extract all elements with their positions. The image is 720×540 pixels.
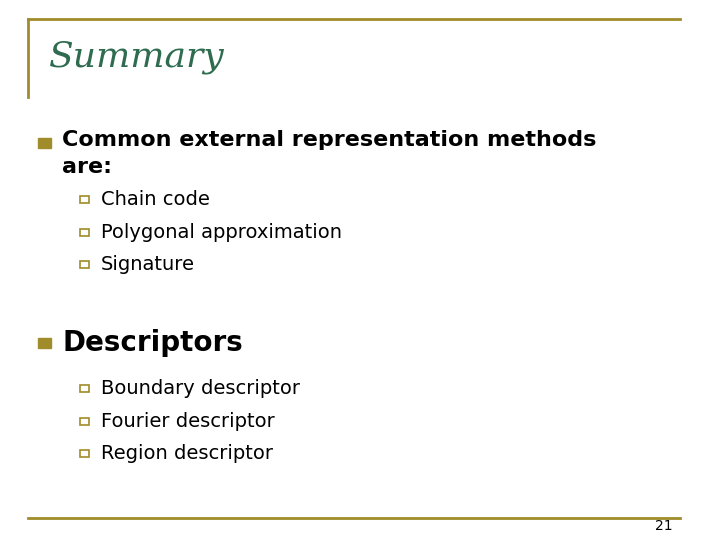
FancyBboxPatch shape xyxy=(80,386,89,392)
FancyBboxPatch shape xyxy=(80,196,89,203)
FancyBboxPatch shape xyxy=(80,228,89,235)
Text: are:: are: xyxy=(63,157,112,178)
FancyBboxPatch shape xyxy=(80,418,89,424)
Text: Polygonal approximation: Polygonal approximation xyxy=(101,222,341,242)
Text: Fourier descriptor: Fourier descriptor xyxy=(101,411,274,431)
Bar xyxy=(38,138,50,148)
Text: 21: 21 xyxy=(655,519,672,534)
Text: Common external representation methods: Common external representation methods xyxy=(63,130,597,151)
Text: Signature: Signature xyxy=(101,255,194,274)
FancyBboxPatch shape xyxy=(80,450,89,457)
Text: Region descriptor: Region descriptor xyxy=(101,444,273,463)
Text: Summary: Summary xyxy=(48,40,224,73)
FancyBboxPatch shape xyxy=(80,261,89,268)
Text: Chain code: Chain code xyxy=(101,190,210,210)
Bar xyxy=(38,338,50,348)
Text: Boundary descriptor: Boundary descriptor xyxy=(101,379,300,399)
Text: Descriptors: Descriptors xyxy=(63,329,243,357)
